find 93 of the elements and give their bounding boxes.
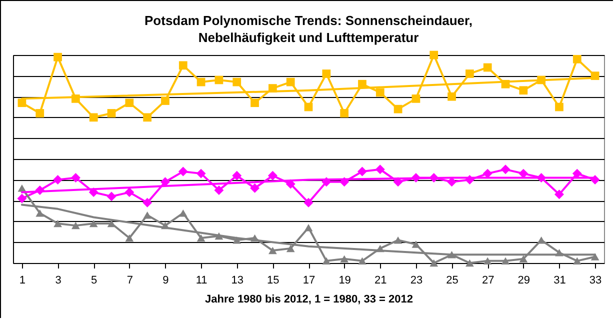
point	[518, 168, 528, 178]
point	[501, 257, 510, 265]
point	[196, 168, 206, 178]
point	[375, 164, 385, 174]
point	[124, 188, 134, 198]
point	[519, 255, 528, 262]
point	[232, 170, 242, 180]
point	[143, 113, 152, 122]
point	[250, 183, 260, 193]
point	[447, 177, 457, 187]
point	[304, 198, 314, 208]
x-tick-label: 23	[410, 274, 423, 286]
x-tick-label: 25	[446, 274, 458, 286]
x-tick-label: 13	[231, 274, 244, 286]
point	[161, 96, 170, 105]
point	[72, 222, 80, 230]
point	[286, 78, 295, 86]
point	[572, 257, 582, 265]
point	[322, 70, 331, 78]
x-tick-label: 5	[91, 274, 98, 286]
point	[286, 244, 295, 252]
point	[107, 220, 116, 228]
point	[412, 94, 420, 103]
point	[394, 236, 402, 244]
point	[214, 185, 224, 195]
point	[466, 70, 474, 78]
point	[448, 92, 456, 101]
point	[430, 50, 438, 60]
point	[107, 109, 116, 118]
point	[268, 246, 277, 254]
point	[89, 113, 98, 122]
point	[89, 220, 98, 228]
point	[160, 177, 170, 187]
point	[214, 76, 224, 84]
point	[554, 190, 564, 200]
point	[572, 54, 582, 64]
point	[537, 236, 546, 244]
point	[340, 109, 348, 118]
x-tick-label: 3	[55, 274, 62, 286]
point	[232, 78, 242, 86]
point	[412, 240, 420, 248]
x-tick-label: 15	[267, 274, 280, 286]
x-tick-label: 27	[482, 274, 494, 286]
point	[430, 259, 438, 267]
point	[304, 224, 313, 232]
x-tick-label: 1	[19, 274, 26, 286]
x-axis-title: Jahre 1980 bis 2012, 1 = 1980, 33 = 2012	[205, 294, 413, 306]
point	[178, 166, 188, 176]
point	[143, 212, 152, 219]
point	[304, 102, 313, 112]
point	[54, 220, 62, 228]
point	[106, 192, 116, 202]
x-tick-label: 21	[374, 274, 387, 286]
point	[482, 168, 492, 178]
point	[250, 98, 259, 108]
x-tick-label: 31	[554, 274, 566, 286]
point	[340, 255, 348, 262]
point	[178, 61, 188, 70]
point	[483, 63, 492, 72]
point	[125, 98, 134, 108]
point	[500, 164, 510, 174]
point	[394, 104, 402, 114]
point	[357, 166, 367, 176]
x-tick-label: 17	[302, 274, 316, 286]
x-tick-label: 9	[162, 274, 169, 286]
point	[196, 234, 206, 242]
x-tick-label: 29	[518, 274, 530, 286]
point	[519, 86, 528, 95]
point	[322, 257, 331, 265]
point	[376, 88, 384, 97]
point	[36, 209, 44, 217]
x-tick-label: 11	[196, 274, 208, 286]
x-tick-label: 19	[338, 274, 351, 286]
point	[590, 253, 600, 260]
point	[54, 52, 62, 62]
x-tick-label: 7	[126, 274, 133, 286]
x-tick-label: 33	[589, 274, 602, 286]
chart-title: Potsdam Polynomische Trends: Sonnenscheindauer, Nebelhäufigkeit und Lufttemperatur	[144, 12, 472, 45]
point	[142, 198, 152, 208]
point	[358, 257, 366, 265]
point	[17, 194, 27, 204]
point	[196, 78, 206, 86]
point	[572, 168, 582, 178]
point	[268, 170, 278, 180]
point	[466, 259, 474, 267]
point	[483, 257, 492, 265]
point	[36, 109, 44, 118]
point	[53, 175, 63, 185]
point	[18, 98, 26, 108]
point	[178, 209, 188, 217]
point	[555, 102, 564, 112]
point	[70, 172, 80, 182]
point	[125, 234, 134, 242]
